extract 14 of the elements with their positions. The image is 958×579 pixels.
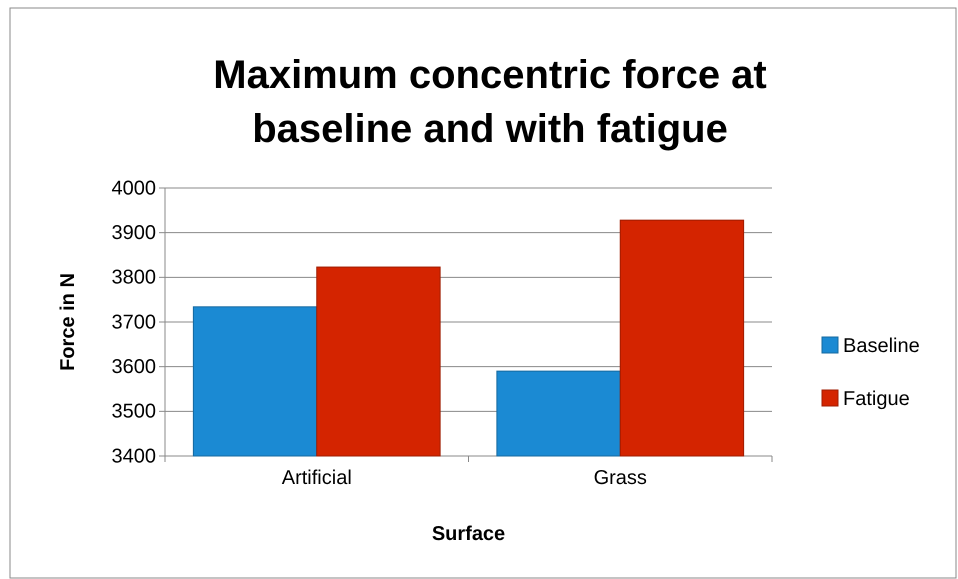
x-tick-label: Grass <box>594 467 647 490</box>
legend-label: Fatigue <box>843 388 910 410</box>
y-tick-label: 3600 <box>112 356 156 378</box>
y-tick-label: 3800 <box>112 266 156 289</box>
chart-title: Maximum concentric force at baseline and with fatigue <box>213 53 767 151</box>
y-tick-label: 3700 <box>112 311 156 334</box>
legend-label: Baseline <box>843 335 920 357</box>
y-tick-label: 3500 <box>112 400 156 423</box>
y-tick-label: 3400 <box>112 445 156 468</box>
x-axis-title: Surface <box>432 523 506 545</box>
x-tick-label: Artificial <box>282 467 352 490</box>
y-axis-title: Force in N <box>57 273 79 371</box>
y-tick-label: 3900 <box>112 222 156 244</box>
y-tick-label: 4000 <box>112 177 156 200</box>
